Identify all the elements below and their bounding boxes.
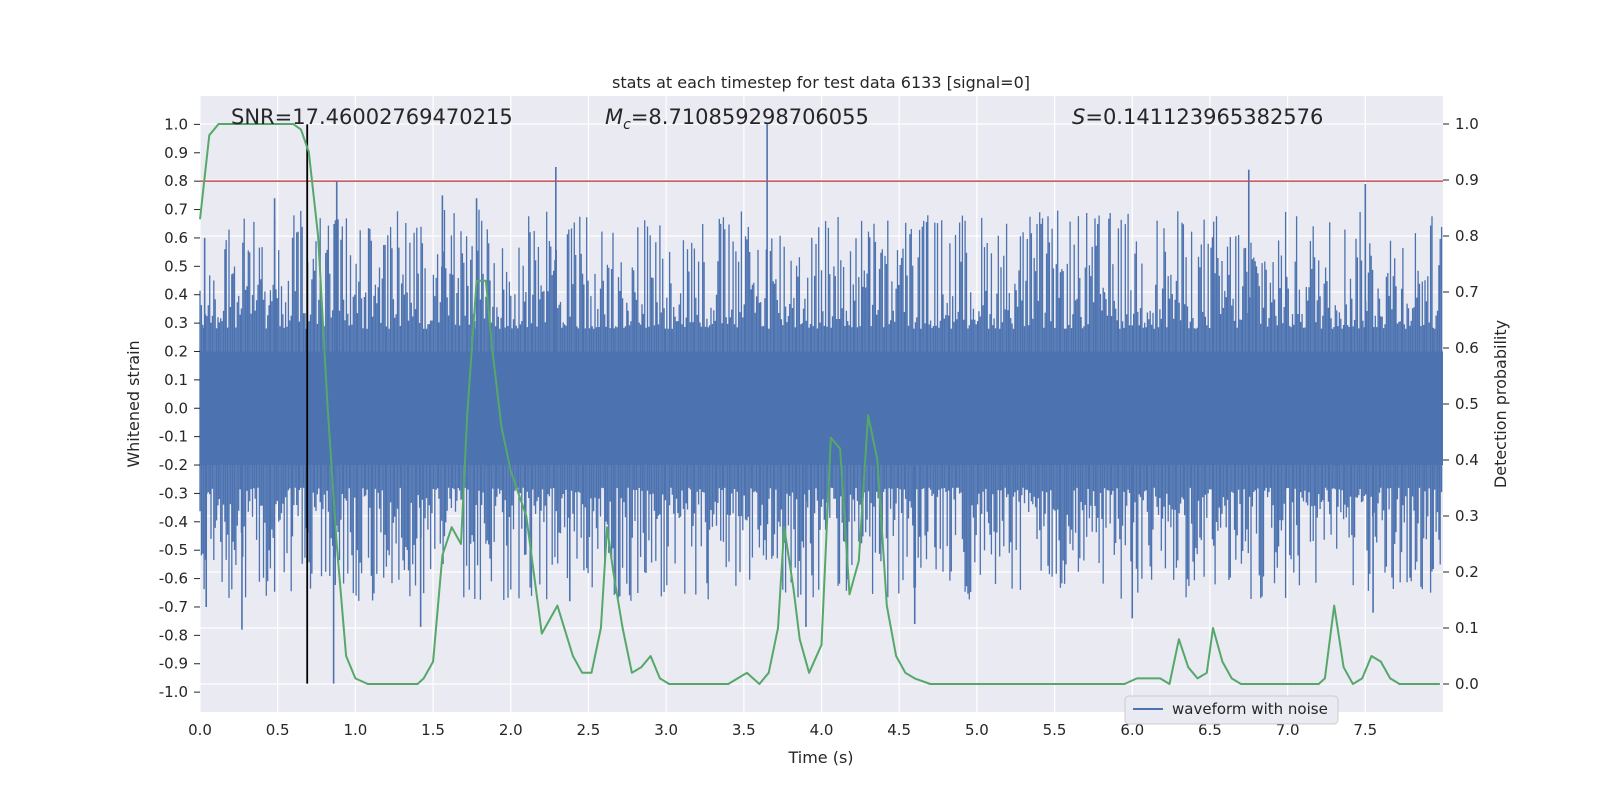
x-tick-label: 3.5 [732,721,756,739]
x-tick-label: 5.5 [1043,721,1067,739]
x-tick-label: 1.5 [421,721,445,739]
x-tick-label: 6.0 [1120,721,1144,739]
waveform-series [199,124,1443,684]
x-tick-label: 7.5 [1353,721,1377,739]
y-left-tick-label: -0.9 [159,655,188,673]
y-right-tick-label: 0.3 [1455,507,1479,525]
x-tick-label: 7.0 [1276,721,1300,739]
y-left-tick-label: 0.6 [164,229,188,247]
chirp-mass-value: =8.710859298706055 [631,105,869,129]
y-right-tick-label: 1.0 [1455,115,1479,133]
probability-series [199,123,1440,685]
legend: waveform with noise [1124,695,1339,725]
x-axis-label: Time (s) [787,748,853,767]
y-left-tick-label: -0.6 [159,570,188,588]
y-left-tick-label: -0.4 [159,513,188,531]
legend-label: waveform with noise [1172,700,1328,718]
x-tick-label: 1.0 [343,721,367,739]
x-tick-label: 6.5 [1198,721,1222,739]
y-left-tick-label: 0.0 [164,399,188,417]
chirp-mass-subscript: c [623,117,631,133]
y-left-tick-label: 0.2 [164,342,188,360]
y-right-tick-label: 0.5 [1455,395,1479,413]
x-axis-ticks: 0.0 0.5 1.0 1.5 2.0 2.5 3.0 3.5 4.0 4.5 5.0 5.5 6.0 6… [188,721,1377,739]
y-left-axis-label: Whitened strain [124,340,143,467]
y-left-tick-label: 0.3 [164,314,188,332]
y-left-tick-label: 0.8 [164,172,188,190]
y-left-tick-label: -0.1 [159,428,188,446]
y-right-tick-label: 0.6 [1455,339,1479,357]
x-tick-label: 4.0 [810,721,834,739]
snr-annotation: SNR=17.46002769470215 [231,105,513,129]
s-value: =0.141123965382576 [1085,105,1323,129]
y-right-tick-label: 0.9 [1455,171,1479,189]
y-right-tick-label: 0.0 [1455,675,1479,693]
y-left-tick-label: 0.7 [164,201,188,219]
y-right-axis-ticks: 1.0 0.9 0.8 0.7 0.6 0.5 0.4 0.3 0.2 0.1 0.0 [1443,115,1479,693]
y-left-tick-label: 1.0 [164,115,188,133]
y-left-tick-label: -0.7 [159,598,188,616]
y-left-tick-label: -0.3 [159,484,188,502]
x-tick-label: 3.0 [654,721,678,739]
x-tick-label: 5.0 [965,721,989,739]
y-right-axis-label: Detection probability [1491,320,1510,488]
x-tick-label: 2.0 [499,721,523,739]
y-right-tick-label: 0.8 [1455,227,1479,245]
y-left-tick-label: 0.1 [164,371,188,389]
y-left-tick-label: -1.0 [159,683,188,701]
x-tick-label: 0.0 [188,721,212,739]
s-symbol: S [1072,105,1085,129]
y-right-tick-label: 0.7 [1455,283,1479,301]
waveform-trace [199,209,1443,601]
x-tick-label: 0.5 [266,721,290,739]
legend-box [1124,695,1339,725]
probability-line [199,123,1440,685]
y-left-tick-label: -0.2 [159,456,188,474]
y-left-axis-ticks: 1.0 0.9 0.8 0.7 0.6 0.5 0.4 0.3 0.2 0.1 0.0 -0.1 -0.… [159,115,200,701]
y-right-tick-label: 0.1 [1455,619,1479,637]
y-left-tick-label: 0.9 [164,144,188,162]
y-left-tick-label: -0.8 [159,626,188,644]
y-left-tick-label: 0.5 [164,257,188,275]
y-right-tick-label: 0.4 [1455,451,1479,469]
chirp-mass-annotation: Mc=8.710859298706055 [605,105,869,133]
y-right-tick-label: 0.2 [1455,563,1479,581]
chirp-mass-symbol: M [605,105,623,129]
chart-title: stats at each timestep for test data 613… [612,73,1030,92]
x-tick-label: 4.5 [887,721,911,739]
y-left-tick-label: 0.4 [164,286,188,304]
x-tick-label: 2.5 [577,721,601,739]
s-annotation: S=0.141123965382576 [1072,105,1323,129]
y-left-tick-label: -0.5 [159,541,188,559]
